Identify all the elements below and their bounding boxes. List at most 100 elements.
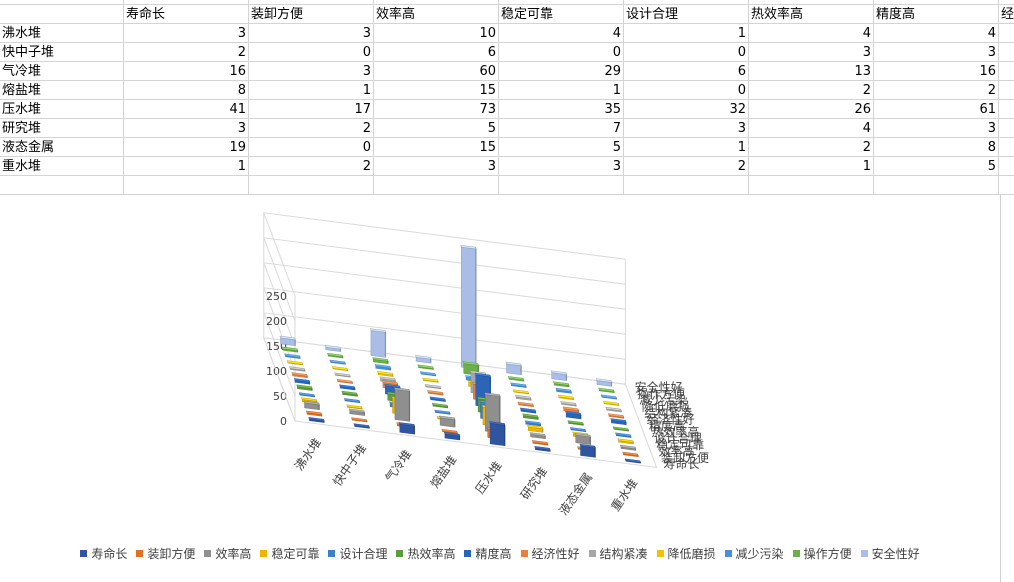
row-label-cell[interactable]: 气冷堆 (2, 64, 42, 79)
table-cell[interactable]: 6 (737, 64, 746, 79)
table-cell[interactable]: 1 (362, 83, 371, 98)
table-cell[interactable]: 3 (487, 159, 496, 174)
bar-top (331, 366, 349, 371)
header-cell[interactable]: 效率高 (376, 7, 416, 22)
row-label-cell[interactable]: 研究堆 (2, 121, 42, 136)
bar (324, 345, 341, 352)
row-label-cell[interactable]: 重水堆 (2, 159, 42, 174)
legend-swatch (260, 549, 268, 557)
table-cell[interactable]: 35 (604, 102, 621, 117)
table-cell[interactable]: 3 (237, 26, 246, 41)
table-cell[interactable]: 5 (487, 121, 496, 136)
table-cell[interactable]: 10 (479, 26, 496, 41)
table-cell[interactable]: 4 (612, 26, 621, 41)
table-cell[interactable]: 6 (487, 45, 496, 60)
table-cell[interactable]: 0 (612, 45, 621, 60)
table-cell[interactable]: 41 (229, 102, 246, 117)
header-cell[interactable]: 热效率高 (751, 7, 804, 22)
bar-top (431, 402, 449, 408)
table-cell[interactable]: 7 (612, 121, 621, 136)
chart-3d-column[interactable]: 0 50 100 150 200 250 沸水堆 快中子堆 气冷堆 熔盐堆 压水堆 研究堆 液态金属 重水… (0, 194, 1001, 582)
bar-side (475, 247, 477, 370)
bar-top (377, 371, 394, 376)
row-label-cell[interactable]: 沸水堆 (2, 26, 42, 41)
bar (281, 346, 299, 353)
table-cell[interactable]: 3 (612, 159, 621, 174)
table-cell[interactable]: 3 (737, 121, 746, 136)
table-cell[interactable]: 1 (237, 159, 246, 174)
header-cell[interactable]: 设计合理 (626, 7, 679, 22)
table-cell[interactable]: 29 (604, 64, 621, 79)
table-cell[interactable]: 26 (854, 102, 871, 117)
bar (527, 424, 544, 433)
row-label-cell[interactable]: 液态金属 (2, 140, 55, 155)
table-cell[interactable]: 3 (362, 64, 371, 79)
bar-top (460, 244, 477, 250)
bar-top (427, 390, 444, 395)
table-cell[interactable]: 1 (737, 26, 746, 41)
bar (603, 400, 620, 406)
bar-top (617, 438, 634, 443)
table-cell[interactable]: 19 (229, 140, 246, 155)
bar (610, 418, 627, 426)
table-cell[interactable]: 2 (362, 121, 371, 136)
header-cell[interactable]: 装卸方便 (251, 7, 304, 22)
bar-top (603, 400, 620, 406)
table-cell[interactable]: 3 (362, 26, 371, 41)
table-cell[interactable]: 3 (237, 121, 246, 136)
table-cell[interactable]: 2 (362, 159, 371, 174)
bar (308, 417, 325, 423)
table-cell[interactable]: 2 (862, 140, 871, 155)
table-cell[interactable]: 17 (354, 102, 371, 117)
table-cell[interactable]: 15 (479, 83, 496, 98)
table-cell[interactable]: 8 (237, 83, 246, 98)
table-cell[interactable]: 4 (862, 26, 871, 41)
bar-top (415, 355, 432, 360)
table-cell[interactable]: 2 (237, 45, 246, 60)
bar-top (384, 383, 401, 389)
table-cell[interactable]: 2 (737, 159, 746, 174)
bar-top (607, 413, 625, 418)
table-cell[interactable]: 16 (229, 64, 246, 79)
table-cell[interactable]: 2 (987, 83, 996, 98)
table-cell[interactable]: 60 (479, 64, 496, 79)
table-cell[interactable]: 1 (737, 140, 746, 155)
table-cell[interactable]: 1 (862, 159, 871, 174)
table-cell[interactable]: 0 (362, 140, 371, 155)
table-cell[interactable]: 16 (979, 64, 996, 79)
table-cell[interactable]: 0 (737, 83, 746, 98)
legend-swatch (328, 549, 336, 557)
table-cell[interactable]: 3 (987, 121, 996, 136)
row-label-cell[interactable]: 熔盐堆 (2, 83, 42, 98)
table-cell[interactable]: 15 (479, 140, 496, 155)
table-cell[interactable]: 8 (987, 140, 996, 155)
header-cell[interactable]: 经 (1001, 7, 1014, 22)
header-cell[interactable]: 精度高 (876, 7, 916, 22)
row-gridline (0, 23, 1014, 24)
header-cell[interactable]: 寿命长 (126, 7, 166, 22)
bar (619, 444, 637, 451)
bar-top (567, 420, 584, 425)
table-cell[interactable]: 3 (987, 45, 996, 60)
table-cell[interactable]: 61 (979, 102, 996, 117)
table-cell[interactable]: 5 (987, 159, 996, 174)
row-label-cell[interactable]: 快中子堆 (2, 45, 55, 60)
z-tick-label: 250 (266, 290, 287, 303)
table-cell[interactable]: 32 (729, 102, 746, 117)
table-cell[interactable]: 0 (737, 45, 746, 60)
header-cell[interactable]: 稳定可靠 (501, 7, 554, 22)
bar (305, 410, 323, 417)
row-label-cell[interactable]: 压水堆 (2, 102, 42, 117)
bar-top (303, 400, 320, 406)
table-cell[interactable]: 5 (612, 140, 621, 155)
table-cell[interactable]: 4 (862, 121, 871, 136)
table-cell[interactable]: 2 (862, 83, 871, 98)
table-cell[interactable]: 1 (612, 83, 621, 98)
table-cell[interactable]: 0 (362, 45, 371, 60)
table-cell[interactable]: 73 (479, 102, 496, 117)
table-cell[interactable]: 3 (862, 45, 871, 60)
table-cell[interactable]: 13 (854, 64, 871, 79)
legend-item: 效率高 (204, 545, 251, 562)
table-cell[interactable]: 4 (987, 26, 996, 41)
category-tick-label: 压水堆 (473, 459, 505, 497)
